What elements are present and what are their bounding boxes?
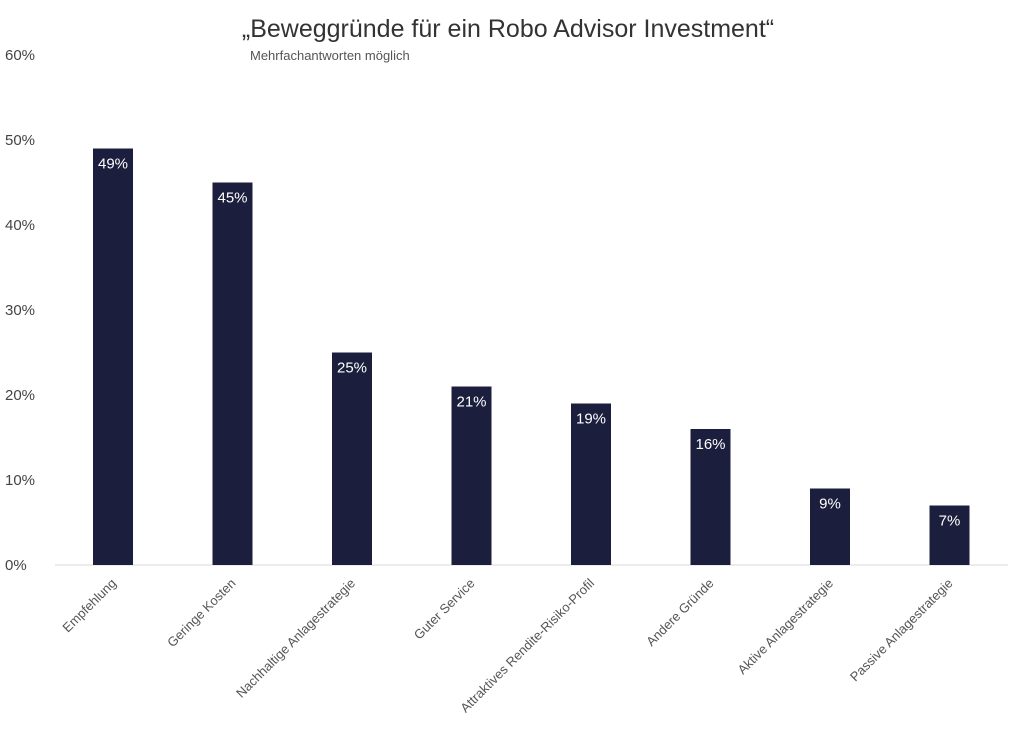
data-label: 16% bbox=[695, 436, 725, 453]
bars-group bbox=[93, 148, 970, 565]
x-tick-label: Aktive Anlagestrategie bbox=[735, 576, 837, 678]
y-tick-label: 30% bbox=[5, 302, 35, 319]
x-tick-label: Passive Anlagestrategie bbox=[847, 576, 956, 685]
chart-title: „Beweggründe für ein Robo Advisor Invest… bbox=[242, 15, 774, 43]
bar bbox=[690, 429, 731, 565]
x-tick-label: Geringe Kosten bbox=[164, 576, 238, 650]
bar bbox=[451, 386, 492, 565]
data-label: 21% bbox=[456, 394, 486, 411]
y-tick-label: 0% bbox=[5, 557, 27, 574]
x-tick-label: Guter Service bbox=[411, 576, 478, 643]
y-tick-label: 40% bbox=[5, 217, 35, 234]
data-label: 19% bbox=[576, 411, 606, 428]
data-label: 25% bbox=[337, 360, 367, 377]
chart-subtitle: Mehrfachantworten möglich bbox=[250, 48, 410, 63]
y-tick-label: 20% bbox=[5, 387, 35, 404]
bar bbox=[810, 488, 850, 565]
x-tick-label: Attraktives Rendite-Risiko-Profil bbox=[457, 575, 597, 715]
bar bbox=[929, 505, 970, 565]
bar bbox=[332, 352, 372, 565]
bar bbox=[93, 148, 133, 565]
x-tick-label: Andere Gründe bbox=[643, 576, 716, 649]
y-axis: 0% 10% 20% 30% 40% 50% 60% bbox=[5, 47, 35, 574]
y-tick-label: 50% bbox=[5, 132, 35, 149]
bar bbox=[571, 403, 611, 565]
data-label: 49% bbox=[98, 156, 128, 173]
y-tick-label: 60% bbox=[5, 47, 35, 64]
x-tick-label: Nachhaltige Anlagestrategie bbox=[233, 576, 358, 701]
y-tick-label: 10% bbox=[5, 472, 35, 489]
data-labels-group: 49% 45% 25% 21% 19% 16% 9% 7% bbox=[98, 156, 960, 530]
data-label: 45% bbox=[217, 190, 247, 207]
data-label: 7% bbox=[939, 513, 961, 530]
x-tick-label: Empfehlung bbox=[59, 576, 119, 636]
data-label: 9% bbox=[819, 496, 841, 513]
bar bbox=[212, 182, 253, 565]
